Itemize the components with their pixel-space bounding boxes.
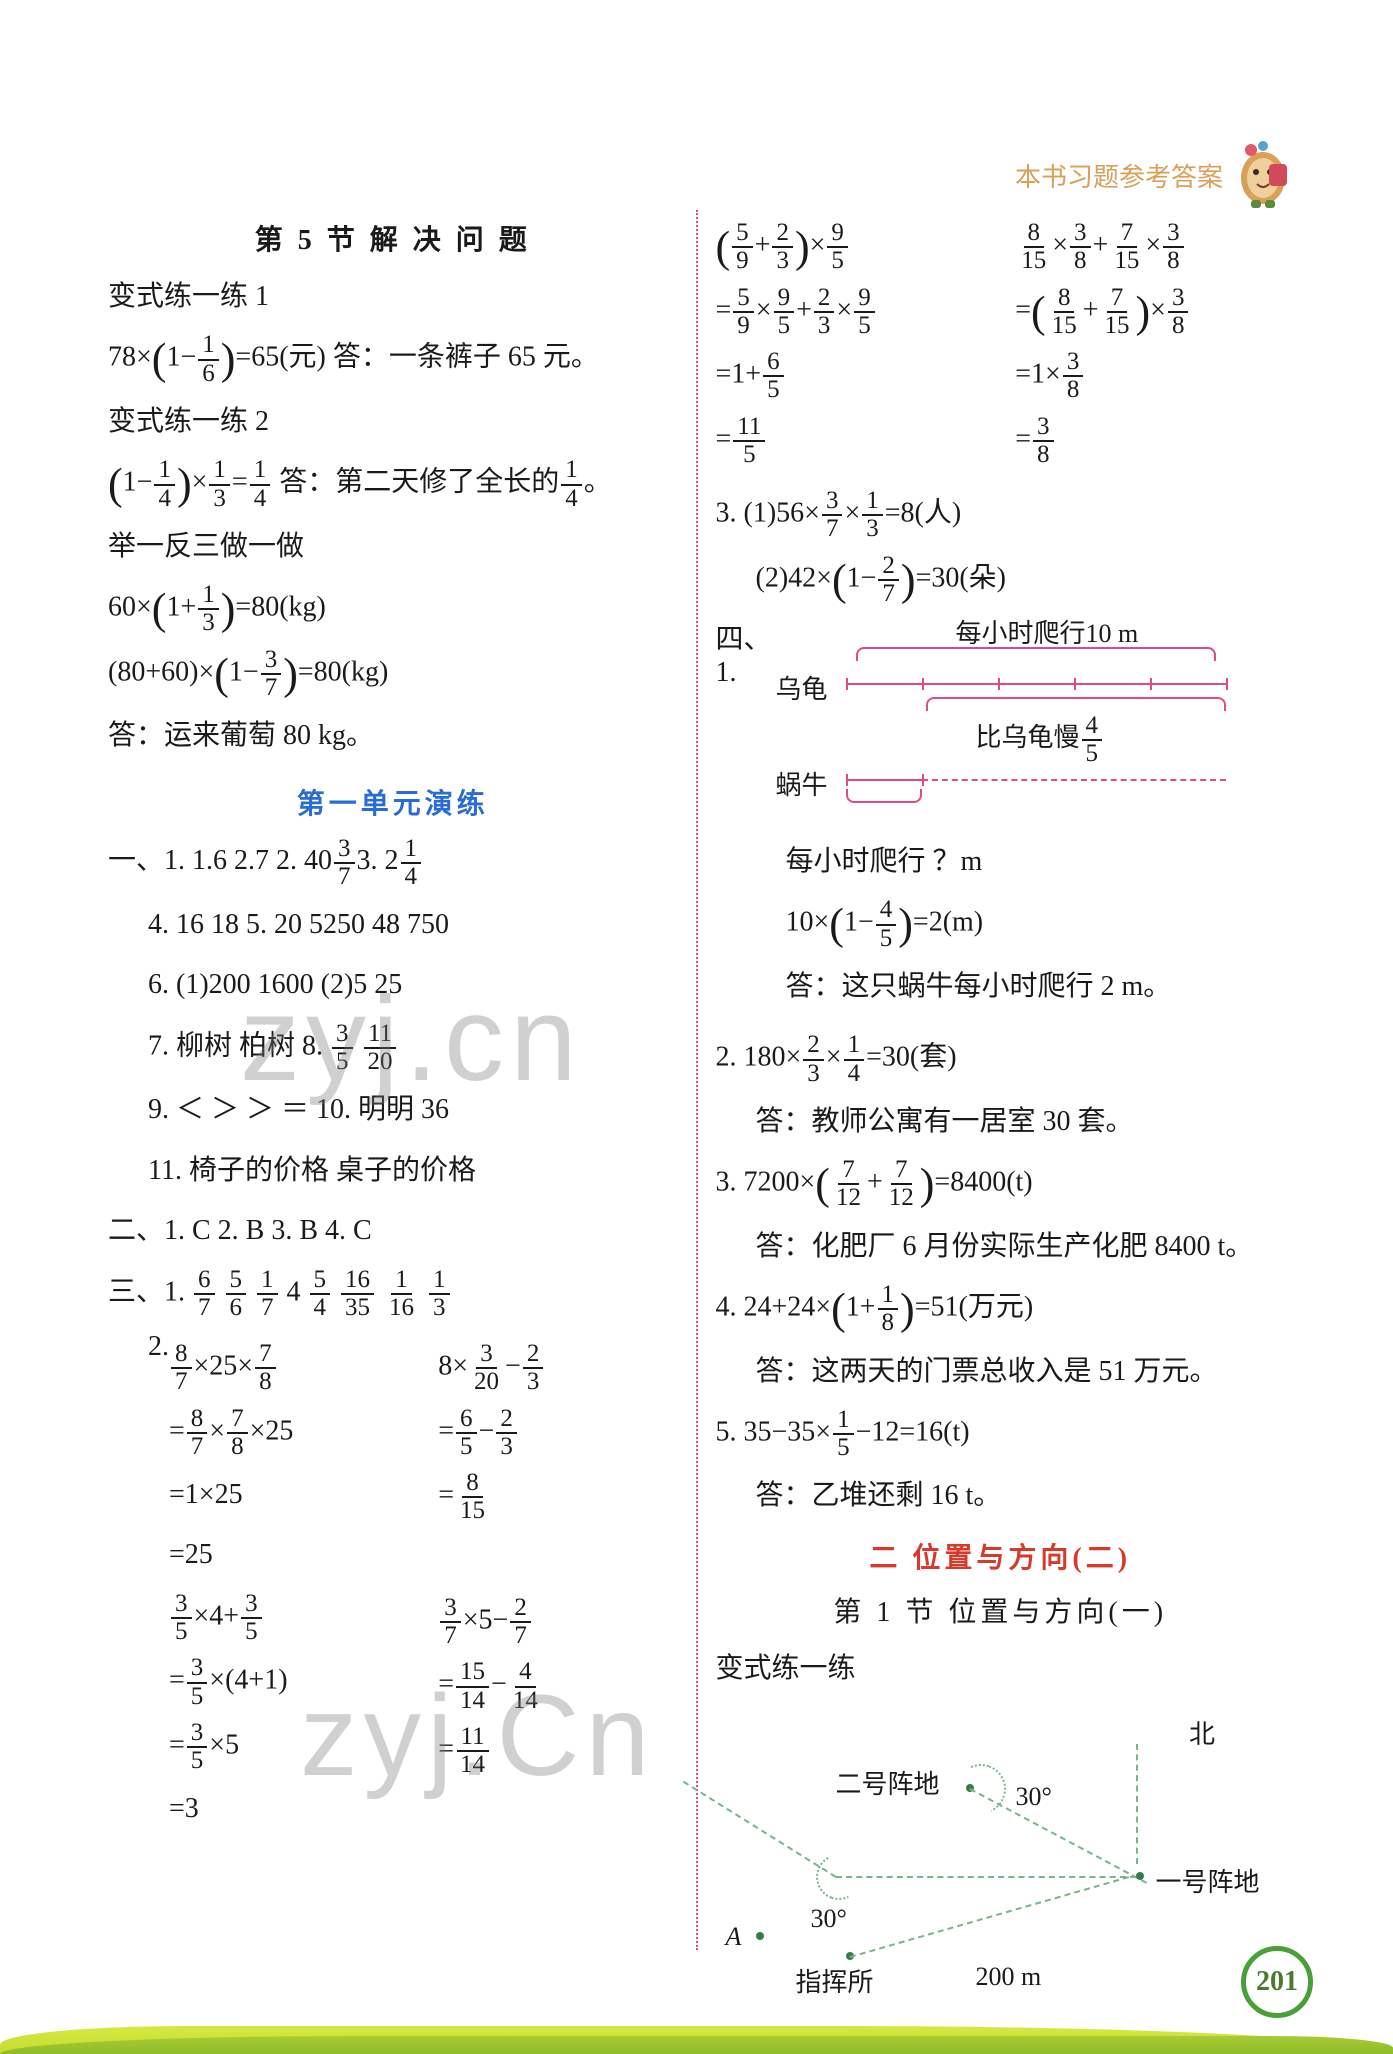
unit1-title: 第一单元演练	[108, 782, 678, 822]
label: 举一反三做一做	[108, 522, 678, 572]
footer: 201	[0, 1934, 1393, 2054]
turtle-snail-diagram: 每小时爬行10 m 乌龟 比乌龟慢45 蜗牛	[776, 617, 1286, 827]
q4-2: 2. 180×23×14=30(套)	[716, 1032, 1286, 1087]
expr: 60×(1+13)=80(kg)	[108, 582, 678, 637]
item: 9. ＜ ＞ ＞ ＝ 10. 明明 36	[108, 1085, 678, 1135]
right-column: (59+23)×95=59×95+23×95=1+65=115 815×38+7…	[698, 210, 1304, 1950]
label: 变式练一练 2	[108, 397, 678, 447]
sec5-title: 第 5 节 解 决 问 题	[108, 218, 678, 258]
answer: 答：运来葡萄 80 kg。	[108, 711, 678, 761]
page-number: 201	[1241, 1946, 1313, 2018]
mascot-icon	[1233, 140, 1293, 210]
answer: 答：这两天的门票总收入是 51 万元。	[716, 1347, 1286, 1397]
unit2-title: 二 位置与方向(二)	[716, 1536, 1286, 1576]
item: 11. 椅子的价格 桌子的价格	[108, 1146, 678, 1196]
answer: 答：教师公寓有一居室 30 套。	[716, 1097, 1286, 1147]
q3-2: (2)42×(1−27)=30(朵)	[716, 553, 1286, 608]
q4-5: 5. 35−35×15−12=16(t)	[716, 1407, 1286, 1462]
expr: (80+60)×(1−37)=80(kg)	[108, 647, 678, 702]
answer: 答：乙堆还剩 16 t。	[716, 1471, 1286, 1521]
q3-1: 3. (1)56×37×13=8(人)	[716, 488, 1286, 543]
item: 一、1. 1.6 2.7 2. 40 37 3. 2 14	[108, 836, 678, 891]
unit2-sec1: 第 1 节 位置与方向(一)	[716, 1590, 1286, 1630]
label: 变式练一练 1	[108, 272, 678, 322]
label: 变式练一练	[716, 1644, 1286, 1694]
item: 6. (1)200 1600 (2)5 25	[108, 960, 678, 1010]
header-text: 本书习题参考答案	[1015, 157, 1223, 194]
left-column: 第 5 节 解 决 问 题 变式练一练 1 78×(1−16)=65(元) 答：…	[90, 210, 696, 1950]
q4-3: 3. 7200×(712+712)=8400(t)	[716, 1157, 1286, 1212]
q4-4: 4. 24+24×(1+18)=51(万元)	[716, 1282, 1286, 1337]
expr: (1−14)×13=14 答：第二天修了全长的14。	[108, 457, 678, 512]
top-calc: (59+23)×95=59×95+23×95=1+65=115 815×38+7…	[716, 210, 1286, 478]
item: 4. 16 18 5. 20 5250 48 750	[108, 900, 678, 950]
answer: 答：化肥厂 6 月份实际生产化肥 8400 t。	[716, 1222, 1286, 1272]
expr: 78×(1−16)=65(元) 答：一条裤子 65 元。	[108, 332, 678, 387]
q4-1: 四、1. 每小时爬行10 m 乌龟 比乌龟慢45 蜗牛 每小时爬行 ？m	[716, 617, 1286, 1022]
problem-2: 2. 87×25×78=87×78×25=1×25=2535×4+35=35×(…	[108, 1331, 678, 1845]
item: 7. 柳树 柏树 8. 35 1120	[108, 1021, 678, 1076]
item: 三、1. 67 56 17 4 54 1635 116 13	[108, 1267, 678, 1322]
item: 二、1. C 2. B 3. B 4. C	[108, 1206, 678, 1256]
